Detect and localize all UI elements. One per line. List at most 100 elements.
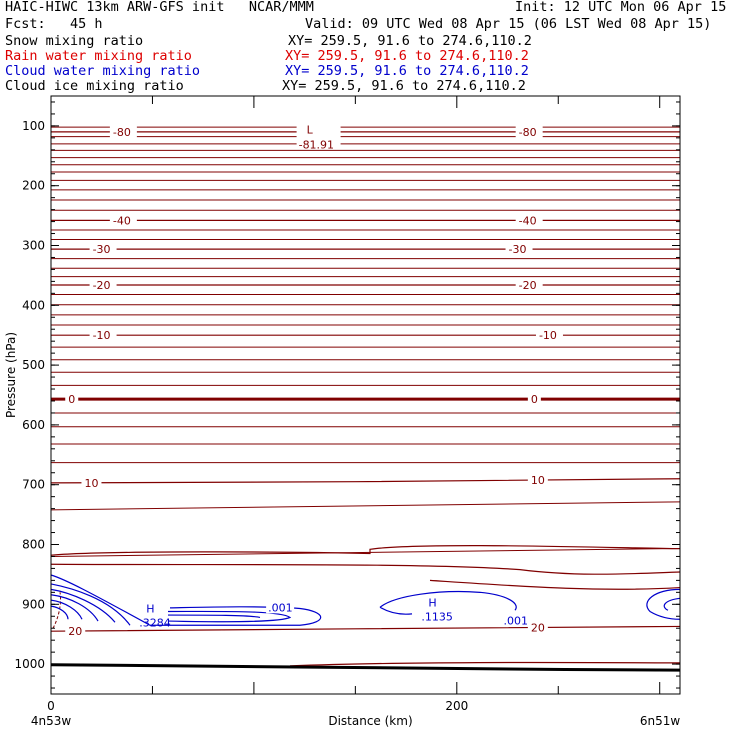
x-endpoint-right: 6n51w — [640, 714, 681, 728]
y-tick-label: 200 — [22, 179, 45, 193]
isotherm-label: 0 — [531, 393, 538, 406]
y-tick-label: 300 — [22, 239, 45, 253]
init-time: Init: 12 UTC Mon 06 Apr 15 — [515, 0, 727, 15]
y-tick-label: 500 — [22, 358, 45, 372]
field-cloudice-xy: XY= 259.5, 91.6 to 274.6,110.2 — [282, 78, 526, 94]
plot-axes — [50, 95, 681, 695]
isotherm-line — [289, 661, 681, 667]
cloud-water-label: .001 — [503, 614, 528, 627]
isotherm-label-bg — [109, 124, 137, 139]
field-rain-name: Rain water mixing ratio — [5, 48, 192, 64]
y-tick-label: 800 — [22, 538, 45, 552]
field-cloudwater-xy: XY= 259.5, 91.6 to 274.6,110.2 — [285, 63, 529, 79]
forecast-hour: Fcst: 45 h — [5, 16, 103, 32]
isotherm-10 — [50, 478, 681, 484]
cloud-water-line — [50, 588, 116, 623]
cloud-water-label-bg — [266, 600, 295, 614]
cloud-water-line — [50, 574, 322, 626]
isotherm-label-bg — [527, 392, 541, 407]
isotherm-line — [50, 545, 681, 556]
isotherm-label-bg — [89, 277, 117, 292]
cloud-water-line — [379, 590, 517, 611]
isotherm-label: 10 — [84, 477, 98, 490]
cloud-water-line — [50, 599, 83, 620]
isotherm-label-bg — [109, 213, 137, 228]
isotherm-line — [50, 501, 681, 511]
isotherm-label-bg — [89, 328, 117, 343]
field-rain-xy: XY= 259.5, 91.6 to 274.6,110.2 — [285, 48, 529, 64]
cloud-water-line — [50, 583, 131, 626]
isotherm-label-bg — [515, 213, 543, 228]
cloud-water-max-mark: H — [428, 596, 436, 609]
cloud-water-line — [50, 605, 69, 620]
isotherm-label-bg — [505, 242, 533, 257]
center-label: NCAR/MMM — [248, 0, 314, 15]
y-tick-label: 600 — [22, 418, 45, 432]
cloud-water-line — [167, 614, 261, 619]
y-tick-label: 900 — [22, 597, 45, 611]
isotherm-line — [50, 547, 681, 557]
isotherm-line — [50, 563, 681, 575]
cloud-water-label-bg — [501, 613, 530, 627]
isotherm-label: -20 — [519, 279, 537, 292]
isotherm-label: 20 — [531, 622, 545, 635]
isotherm-label-bg — [515, 124, 543, 139]
field-snow-name: Snow mixing ratio — [5, 33, 144, 49]
temp-min-value: -81.91 — [299, 139, 334, 152]
isotherm-label: -80 — [113, 126, 131, 139]
isotherm-label: -20 — [93, 279, 111, 292]
x-endpoint-left: 4n53w — [31, 714, 72, 728]
plot-frame — [50, 95, 681, 695]
cloud-water-max-value: .3284 — [139, 616, 171, 629]
valid-time: Valid: 09 UTC Wed 08 Apr 15 (06 LST Wed … — [305, 16, 712, 32]
isotherm-line — [429, 579, 681, 590]
isotherm-label: -40 — [113, 214, 131, 227]
cloud-water-line — [646, 588, 681, 620]
y-axis-title: Pressure (hPa) — [4, 332, 18, 418]
terrain-line — [50, 663, 681, 672]
isotherm-label-bg — [65, 624, 86, 639]
isotherm-label-bg — [527, 620, 548, 635]
x-tick-label: 200 — [445, 699, 468, 713]
isotherm-20 — [50, 625, 681, 632]
cloud-water-line — [379, 606, 413, 615]
isotherm-label-bg — [89, 242, 117, 257]
y-tick-label: 700 — [22, 478, 45, 492]
y-tick-label: 400 — [22, 298, 45, 312]
isotherm-label: -10 — [539, 329, 557, 342]
cloud-water-line — [167, 610, 292, 623]
field-snow-xy: XY= 259.5, 91.6 to 274.6,110.2 — [288, 33, 532, 49]
model-title: HAIC-HIWC 13km ARW-GFS init NCAR/MMM — [5, 0, 314, 15]
cloud-water-line — [50, 594, 99, 622]
y-tick-label: 100 — [22, 119, 45, 133]
isotherm-label-bg — [535, 328, 563, 343]
isotherm-label: -30 — [509, 243, 527, 256]
isotherm-label: 10 — [531, 474, 545, 487]
x-axis-title: Distance (km) — [328, 714, 412, 728]
isotherm-label-bg — [527, 473, 548, 488]
temp-min-bg — [296, 122, 341, 149]
isotherm-label: 20 — [68, 625, 82, 638]
cloud-water-line — [663, 597, 681, 611]
temperature-contours: -80 -80 -40 -40 -30 -30 -20 -20 -10 -10 0 0 10 10 20 20… — [50, 122, 681, 672]
isotherm-label: -40 — [519, 214, 537, 227]
x-tick-label: 0 — [47, 699, 55, 713]
isotherm-label: -10 — [93, 329, 111, 342]
cloud-water-max-mark: H — [146, 602, 154, 615]
y-tick-label: 1000 — [14, 657, 45, 671]
isotherm-label: -80 — [519, 126, 537, 139]
isotherm-label-bg — [81, 475, 102, 490]
isotherm-label-bg — [65, 392, 79, 407]
rain-contour-line — [52, 592, 61, 629]
temp-min-mark: L — [307, 124, 314, 137]
isotherm-label: -30 — [93, 243, 111, 256]
isotherm-label-bg — [515, 277, 543, 292]
field-cloudice-name: Cloud ice mixing ratio — [5, 78, 184, 94]
cloud-water-label: .001 — [268, 601, 293, 614]
isotherm-label: 0 — [68, 393, 75, 406]
cloud-water-max-value: .1135 — [421, 610, 453, 623]
field-cloudwater-name: Cloud water mixing ratio — [5, 63, 201, 79]
